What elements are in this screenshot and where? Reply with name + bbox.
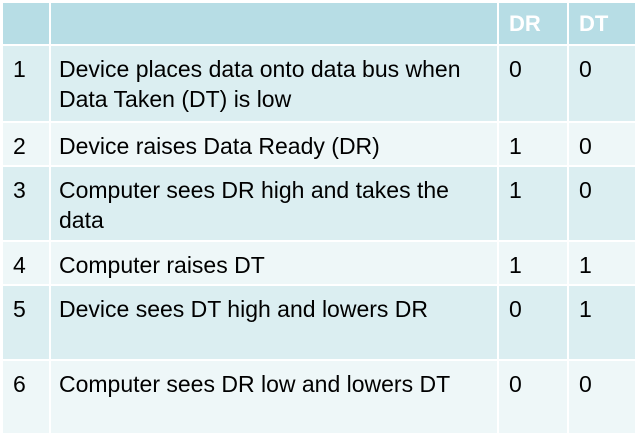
step-description: Device places data onto data bus when Da… [51, 46, 499, 123]
dr-value: 0 [499, 286, 569, 361]
table-row: 4 Computer raises DT 1 1 [3, 242, 635, 286]
step-number: 3 [3, 167, 51, 242]
step-number: 6 [3, 361, 51, 435]
dr-value: 0 [499, 361, 569, 435]
step-description: Computer raises DT [51, 242, 499, 286]
step-description: Device raises Data Ready (DR) [51, 123, 499, 167]
table-row: 1 Device places data onto data bus when … [3, 46, 635, 123]
step-number: 1 [3, 46, 51, 123]
step-description: Computer sees DR high and takes the data [51, 167, 499, 242]
table-row: 2 Device raises Data Ready (DR) 1 0 [3, 123, 635, 167]
handshake-table: DR DT 1 Device places data onto data bus… [3, 3, 635, 435]
table-row: 6 Computer sees DR low and lowers DT 0 0 [3, 361, 635, 435]
header-dt: DT [569, 3, 635, 46]
dt-value: 0 [569, 46, 635, 123]
dr-value: 1 [499, 167, 569, 242]
step-description: Computer sees DR low and lowers DT [51, 361, 499, 435]
dr-value: 1 [499, 123, 569, 167]
header-description [51, 3, 499, 46]
dr-value: 0 [499, 46, 569, 123]
header-step [3, 3, 51, 46]
table-row: 5 Device sees DT high and lowers DR 0 1 [3, 286, 635, 361]
step-description: Device sees DT high and lowers DR [51, 286, 499, 361]
step-number: 4 [3, 242, 51, 286]
dt-value: 1 [569, 286, 635, 361]
table-row: 3 Computer sees DR high and takes the da… [3, 167, 635, 242]
dt-value: 0 [569, 123, 635, 167]
dt-value: 0 [569, 361, 635, 435]
step-number: 5 [3, 286, 51, 361]
step-number: 2 [3, 123, 51, 167]
header-row: DR DT [3, 3, 635, 46]
dt-value: 0 [569, 167, 635, 242]
dr-value: 1 [499, 242, 569, 286]
dt-value: 1 [569, 242, 635, 286]
header-dr: DR [499, 3, 569, 46]
